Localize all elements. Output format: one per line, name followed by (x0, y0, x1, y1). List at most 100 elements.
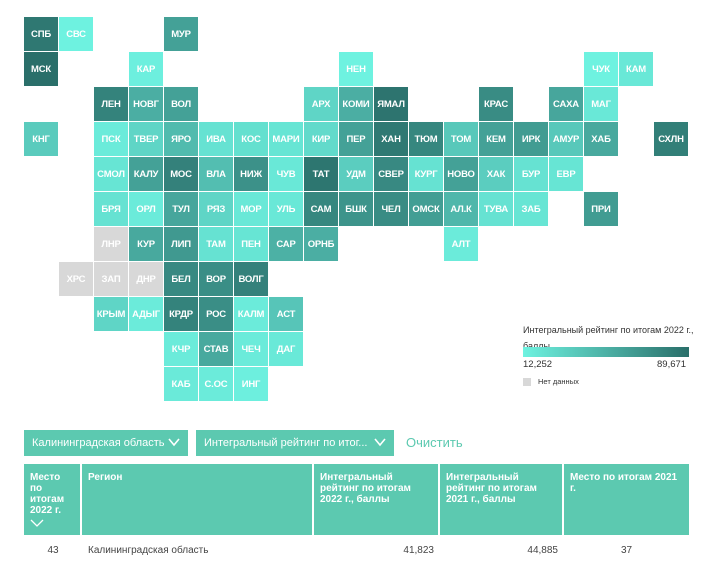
region-tile[interactable]: АРХ (304, 87, 338, 121)
region-tile[interactable]: КУР (129, 227, 163, 261)
legend-min-value: 12,252 (523, 359, 553, 370)
region-tile[interactable]: ЧУВ (269, 157, 303, 191)
region-tile[interactable]: БУР (514, 157, 548, 191)
region-tile[interactable]: СМОЛ (94, 157, 128, 191)
clear-filters-button[interactable]: Очистить (406, 435, 463, 450)
region-tile[interactable]: ИНГ (234, 367, 268, 401)
region-tile[interactable]: ТУВА (479, 192, 513, 226)
region-tile[interactable]: КАБ (164, 367, 198, 401)
region-tile[interactable]: КНГ (24, 122, 58, 156)
column-header-place-2022[interactable]: Место по итогам 2022 г. (24, 464, 82, 535)
region-tile[interactable]: ТЮМ (409, 122, 443, 156)
region-tile[interactable]: ЧЕЧ (234, 332, 268, 366)
region-tile[interactable]: ПСК (94, 122, 128, 156)
region-tile[interactable]: ТАТ (304, 157, 338, 191)
region-tile[interactable]: ЗАБ (514, 192, 548, 226)
region-tile[interactable]: МАГ (584, 87, 618, 121)
region-tile[interactable]: ТВЕР (129, 122, 163, 156)
region-tile[interactable]: РЯЗ (199, 192, 233, 226)
region-tile[interactable]: АДЫГ (129, 297, 163, 331)
region-tile[interactable]: СТАВ (199, 332, 233, 366)
region-tile[interactable]: ТОМ (444, 122, 478, 156)
column-header-region[interactable]: Регион (82, 464, 314, 535)
region-tile[interactable]: ЧУК (584, 52, 618, 86)
region-tile[interactable]: СВЕР (374, 157, 408, 191)
region-tile[interactable]: ЛЕН (94, 87, 128, 121)
region-tile[interactable]: КОС (234, 122, 268, 156)
region-tile[interactable]: МСК (24, 52, 58, 86)
region-tile[interactable]: БШК (339, 192, 373, 226)
region-tile[interactable]: УЛЬ (269, 192, 303, 226)
region-tile[interactable]: ДАГ (269, 332, 303, 366)
region-tile[interactable]: ЕВР (549, 157, 583, 191)
region-tile[interactable]: КАЛУ (129, 157, 163, 191)
region-tile[interactable]: НОВО (444, 157, 478, 191)
region-tile[interactable]: ХАК (479, 157, 513, 191)
region-tile[interactable]: ВЛА (199, 157, 233, 191)
region-tile[interactable]: ИВА (199, 122, 233, 156)
region-tile[interactable]: ХРС (59, 262, 93, 296)
region-tile[interactable]: ВОЛГ (234, 262, 268, 296)
region-tile[interactable]: ПЕН (234, 227, 268, 261)
region-tile[interactable]: АЛ.К (444, 192, 478, 226)
region-tile[interactable]: ТУЛ (164, 192, 198, 226)
region-tile[interactable]: ВОР (199, 262, 233, 296)
region-tile[interactable]: БЕЛ (164, 262, 198, 296)
column-header-rating-2021[interactable]: Интегральный рейтинг по итогам 2021 г., … (440, 464, 564, 535)
region-tile[interactable]: НИЖ (234, 157, 268, 191)
metric-dropdown[interactable]: Интегральный рейтинг по итог... (196, 430, 394, 456)
table-row[interactable]: 43 Калининградская область 41,823 44,885… (24, 535, 689, 566)
region-tile[interactable]: ОМСК (409, 192, 443, 226)
region-tile[interactable]: ОРНБ (304, 227, 338, 261)
region-tile[interactable]: ЗАП (94, 262, 128, 296)
region-tile[interactable]: МОС (164, 157, 198, 191)
region-tile[interactable]: С.ОС (199, 367, 233, 401)
region-tile[interactable]: СХЛН (654, 122, 688, 156)
column-header-label: Интегральный рейтинг по итогам 2022 г., … (320, 472, 411, 505)
region-tile[interactable]: КУРГ (409, 157, 443, 191)
region-tile[interactable]: БРЯ (94, 192, 128, 226)
region-tile[interactable]: КИР (304, 122, 338, 156)
region-tile[interactable]: МОР (234, 192, 268, 226)
region-tile[interactable]: УДМ (339, 157, 373, 191)
region-tile[interactable]: ЯРО (164, 122, 198, 156)
region-tile[interactable]: САР (269, 227, 303, 261)
region-tile[interactable]: ТАМ (199, 227, 233, 261)
region-tile[interactable]: ЛИП (164, 227, 198, 261)
region-tile[interactable]: ПЕР (339, 122, 373, 156)
region-tile[interactable]: ЧЕЛ (374, 192, 408, 226)
region-tile[interactable]: АМУР (549, 122, 583, 156)
region-tile[interactable]: РОС (199, 297, 233, 331)
region-tile[interactable]: ДНР (129, 262, 163, 296)
region-tile[interactable]: МАРИ (269, 122, 303, 156)
region-tile[interactable]: КРДР (164, 297, 198, 331)
region-dropdown[interactable]: Калининградская область (24, 430, 188, 456)
region-tile[interactable]: ХАН (374, 122, 408, 156)
region-tile[interactable]: КАЛМ (234, 297, 268, 331)
column-header-place-2021[interactable]: Место по итогам 2021 г. (564, 464, 689, 535)
region-tile[interactable]: ОРЛ (129, 192, 163, 226)
region-tile[interactable]: НЕН (339, 52, 373, 86)
region-tile[interactable]: АЛТ (444, 227, 478, 261)
region-tile[interactable]: ХАБ (584, 122, 618, 156)
region-tile[interactable]: СПБ (24, 17, 58, 51)
region-tile[interactable]: КЧР (164, 332, 198, 366)
region-tile[interactable]: АСТ (269, 297, 303, 331)
region-tile[interactable]: САХА (549, 87, 583, 121)
region-tile[interactable]: ЛНР (94, 227, 128, 261)
region-tile[interactable]: МУР (164, 17, 198, 51)
region-tile[interactable]: НОВГ (129, 87, 163, 121)
column-header-rating-2022[interactable]: Интегральный рейтинг по итогам 2022 г., … (314, 464, 440, 535)
region-tile[interactable]: КРАС (479, 87, 513, 121)
region-tile[interactable]: КЕМ (479, 122, 513, 156)
region-tile[interactable]: ПРИ (584, 192, 618, 226)
region-tile[interactable]: ИРК (514, 122, 548, 156)
region-tile[interactable]: КОМИ (339, 87, 373, 121)
region-tile[interactable]: КАМ (619, 52, 653, 86)
region-tile[interactable]: ЯМАЛ (374, 87, 408, 121)
region-tile[interactable]: ВОЛ (164, 87, 198, 121)
region-tile[interactable]: КРЫМ (94, 297, 128, 331)
region-tile[interactable]: КАР (129, 52, 163, 86)
region-tile[interactable]: САМ (304, 192, 338, 226)
region-tile[interactable]: СВС (59, 17, 93, 51)
